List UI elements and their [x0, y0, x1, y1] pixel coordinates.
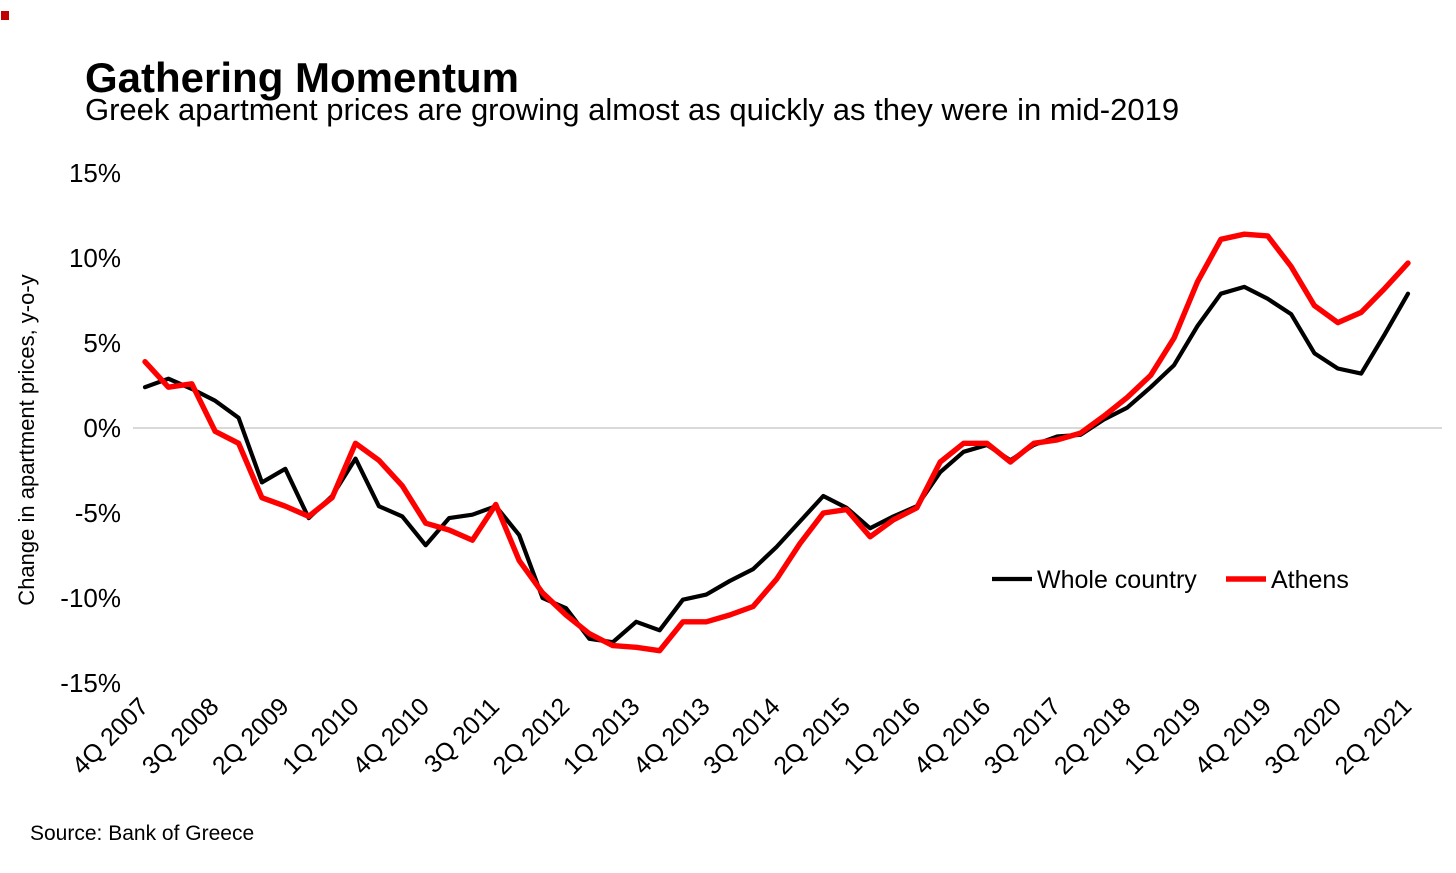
x-tick-label: 3Q 2008 [137, 692, 225, 780]
legend-label-athens: Athens [1271, 566, 1349, 594]
x-tick-label: 2Q 2021 [1330, 692, 1418, 780]
y-tick-label: 15% [69, 158, 121, 188]
x-tick-label: 4Q 2007 [67, 692, 155, 780]
x-tick-label: 3Q 2014 [698, 692, 786, 780]
x-tick-label: 2Q 2018 [1049, 692, 1137, 780]
y-axis-title: Change in apartment prices, y-o-y [14, 274, 39, 605]
chart-subtitle: Greek apartment prices are growing almos… [85, 92, 1180, 127]
y-tick-label: 0% [83, 413, 121, 443]
x-tick-label: 4Q 2013 [628, 692, 716, 780]
chart-title: Gathering Momentum [85, 54, 520, 102]
x-tick-label: 1Q 2019 [1119, 692, 1207, 780]
y-tick-label: -5% [75, 498, 121, 528]
x-tick-label: 2Q 2009 [207, 692, 295, 780]
x-tick-label: 3Q 2017 [979, 692, 1067, 780]
y-tick-label: -10% [60, 583, 121, 613]
series-line-athens [142, 231, 1411, 654]
x-tick-label: 1Q 2010 [277, 692, 365, 780]
y-tick-label: 10% [69, 243, 121, 273]
x-tick-label: 4Q 2016 [909, 692, 997, 780]
x-tick-label: 4Q 2010 [347, 692, 435, 780]
x-tick-label: 1Q 2013 [558, 692, 646, 780]
x-tick-label: 2Q 2012 [488, 692, 576, 780]
y-tick-label: -15% [60, 668, 121, 698]
x-tick-label: 3Q 2020 [1259, 692, 1347, 780]
series-line-whole-country [142, 284, 1411, 645]
x-tick-label: 2Q 2015 [768, 692, 856, 780]
source-note: Source: Bank of Greece [30, 822, 255, 845]
corner-marker [1, 11, 9, 20]
y-tick-label: 5% [83, 328, 121, 358]
x-tick-label: 1Q 2016 [838, 692, 926, 780]
legend-label-whole-country: Whole country [1037, 566, 1197, 594]
x-tick-label: 4Q 2019 [1189, 692, 1277, 780]
